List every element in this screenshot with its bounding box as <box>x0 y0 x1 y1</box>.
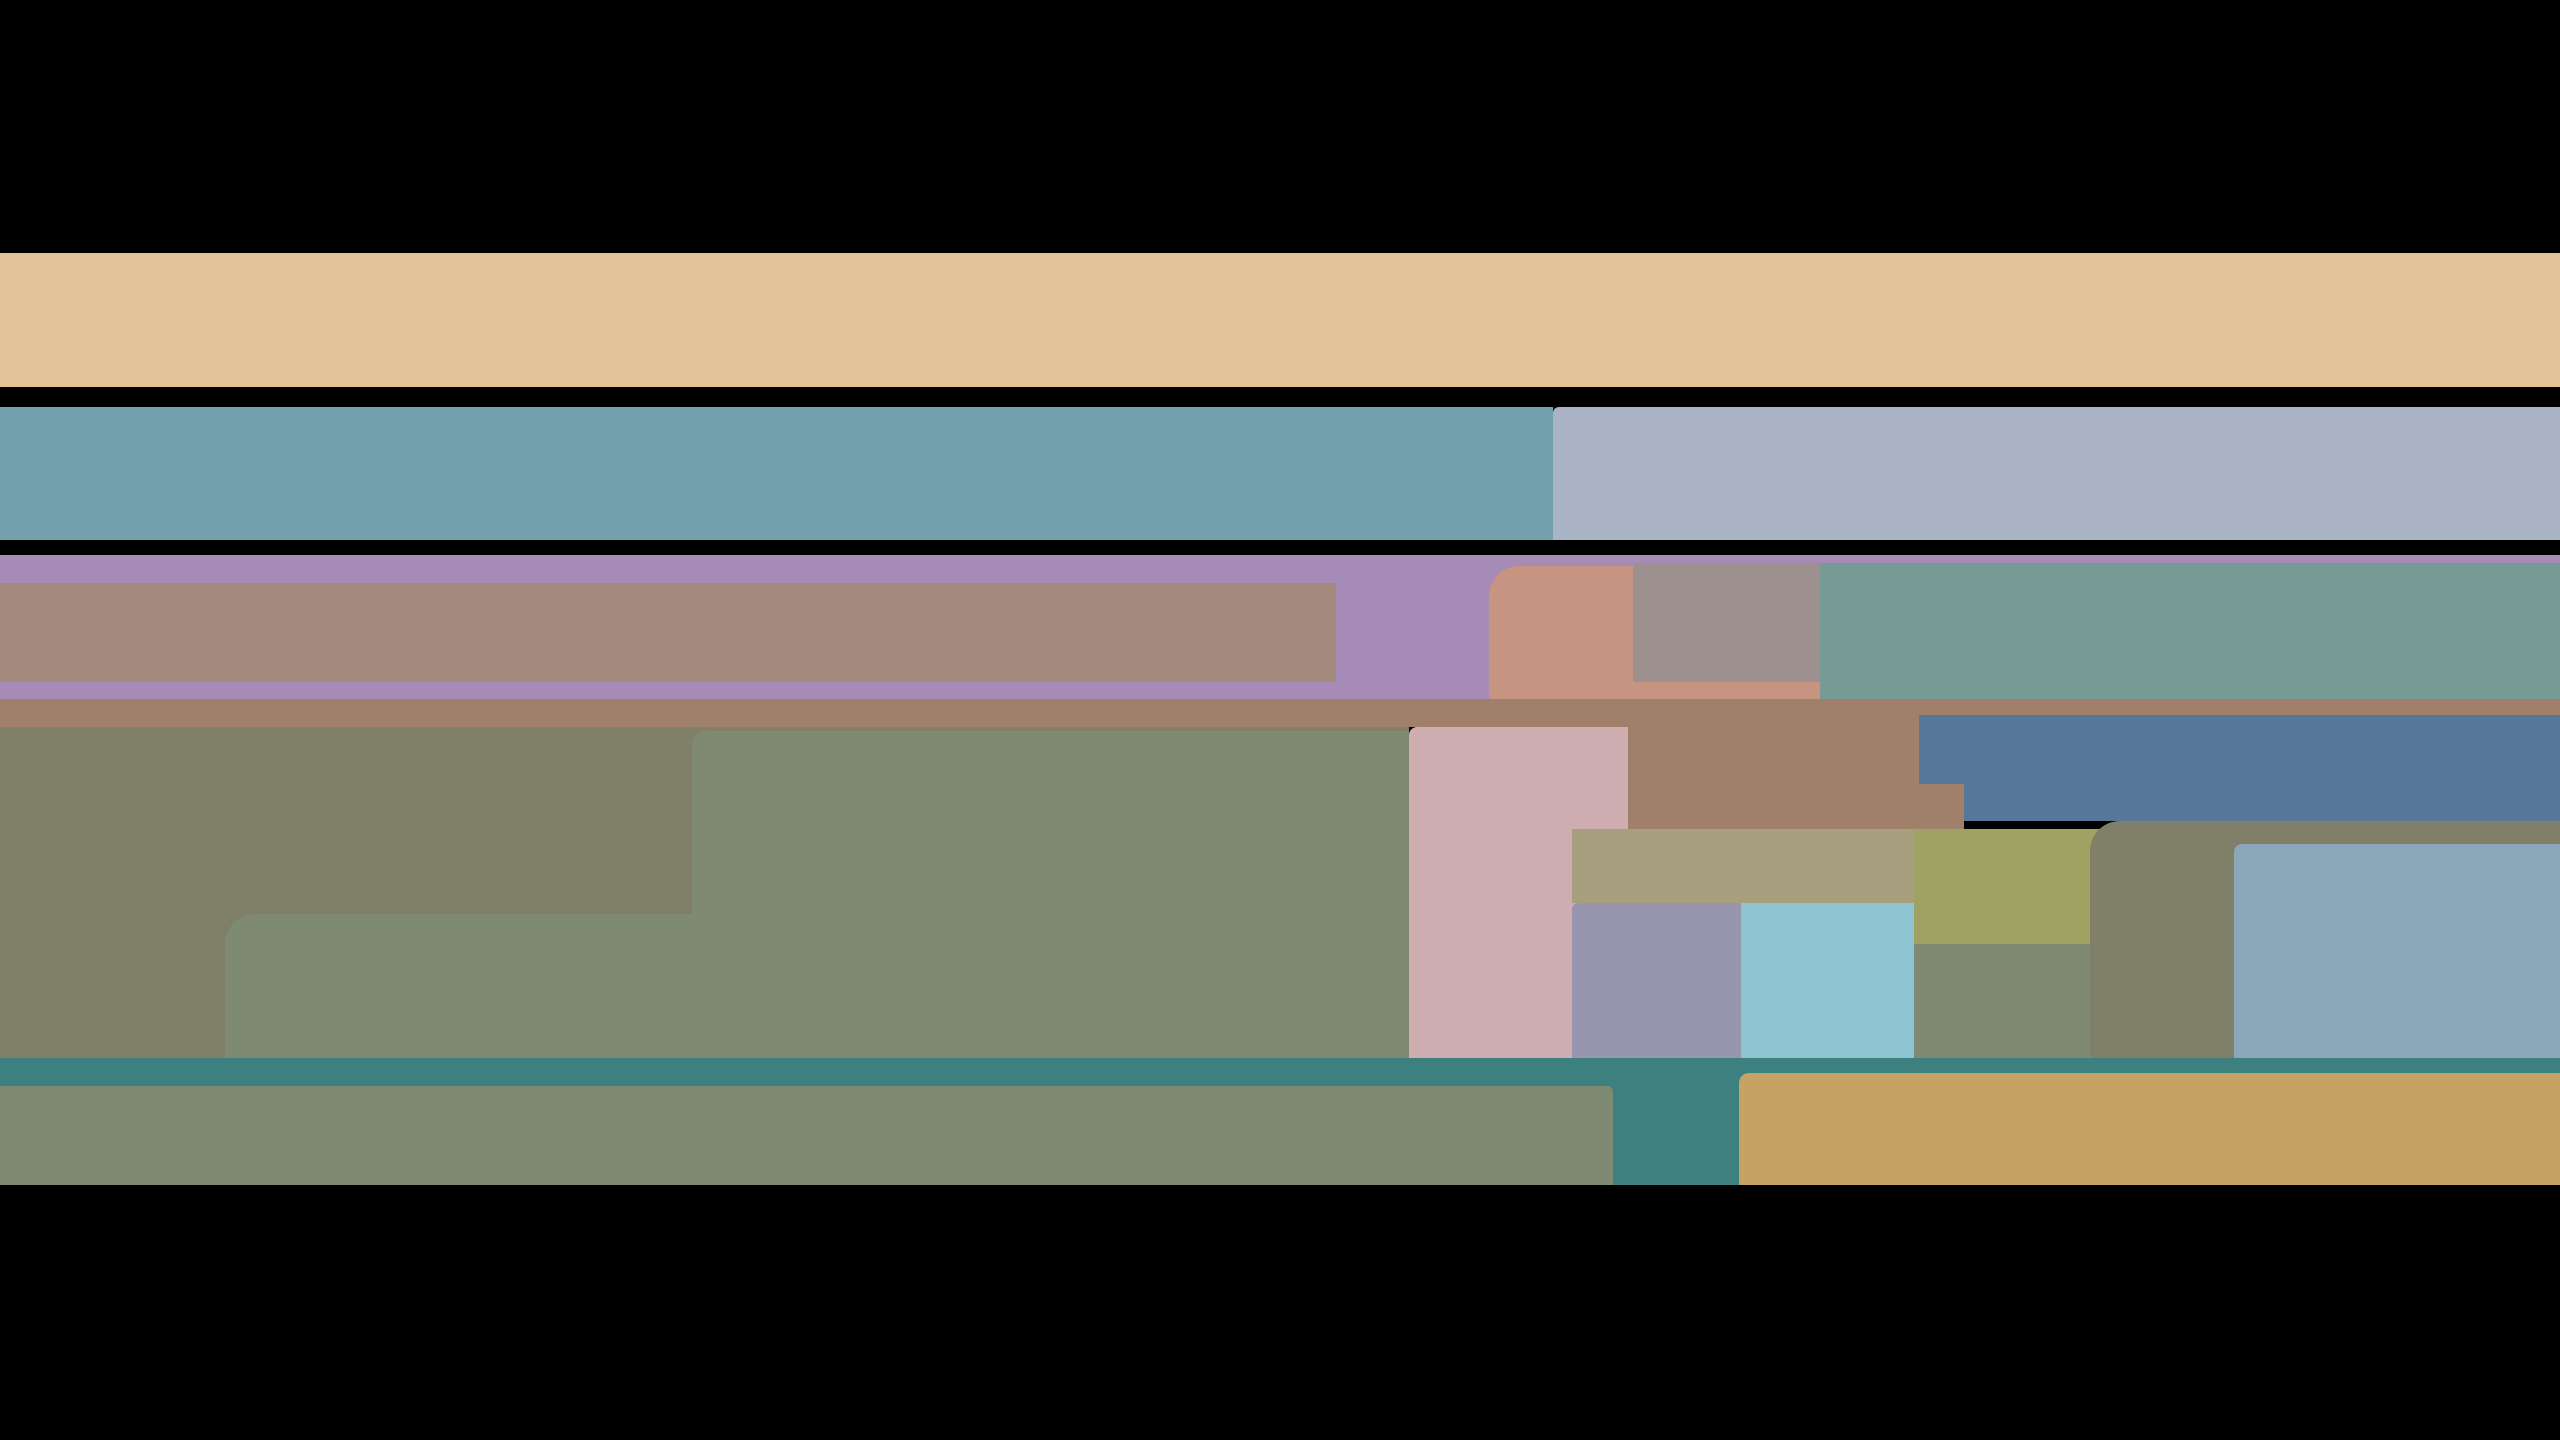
teal-gray-region <box>1820 563 2560 699</box>
khaki-region <box>1572 829 1914 903</box>
lavender-region <box>1572 903 1741 1058</box>
teal-blue-region <box>0 407 1553 540</box>
gold-region <box>1739 1073 2560 1185</box>
blue-region-lower <box>1964 784 2560 821</box>
brown-region <box>1628 699 1919 829</box>
steel-blue-region <box>2234 844 2560 1058</box>
brown-tab <box>1919 784 1964 829</box>
green-gray-region-small <box>1914 944 2090 1058</box>
gray-mauve-region <box>1633 563 1853 682</box>
light-blue-region <box>1741 903 1914 1058</box>
gray-blue-region <box>1553 407 2560 540</box>
tan-band <box>0 253 2560 387</box>
green-gray-region-lower <box>225 914 725 1058</box>
blue-region <box>1919 715 2560 784</box>
green-gray-region-upper <box>692 731 1409 1058</box>
teal-gray-notch <box>1853 620 1893 682</box>
brown-gray-region <box>0 583 1336 682</box>
green-gray-bottom-region <box>0 1086 1613 1185</box>
salmon-region <box>1489 566 1633 710</box>
